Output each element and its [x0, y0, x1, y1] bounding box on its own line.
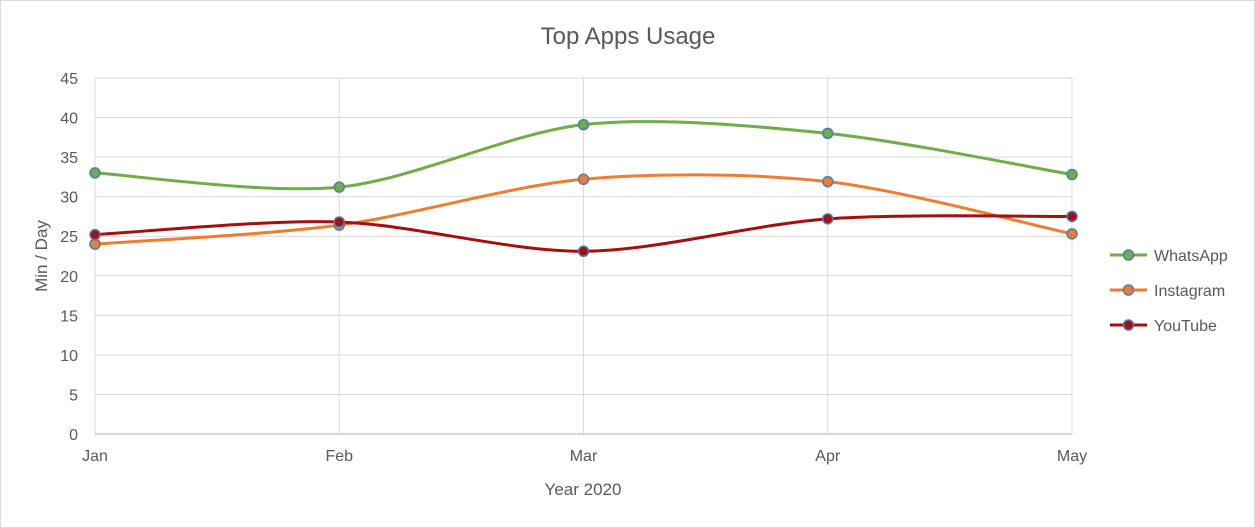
legend-item: YouTube — [1110, 318, 1217, 335]
y-tick-label: 30 — [60, 190, 78, 207]
y-tick-label: 40 — [60, 111, 78, 128]
x-axis-ticks: Jan Feb Mar Apr May — [82, 448, 1087, 465]
x-tick-label: Apr — [815, 448, 841, 465]
data-point — [1066, 168, 1078, 181]
series-group — [89, 118, 1078, 258]
data-point — [822, 175, 834, 188]
y-tick-label: 0 — [69, 427, 78, 444]
x-tick-label: Mar — [570, 448, 598, 465]
data-point — [822, 213, 834, 225]
x-tick-label: May — [1057, 448, 1087, 465]
data-point — [333, 216, 345, 228]
data-point — [577, 245, 590, 258]
series-youtube — [89, 210, 1078, 258]
legend-marker — [1122, 249, 1135, 261]
series-whatsapp — [89, 118, 1078, 193]
legend: WhatsApp Instagram YouTube — [1110, 248, 1228, 335]
data-point — [1066, 228, 1078, 240]
legend-item: Instagram — [1110, 283, 1225, 300]
y-tick-label: 35 — [60, 150, 78, 167]
x-tick-label: Jan — [82, 448, 108, 465]
data-point — [89, 238, 101, 250]
data-point — [89, 167, 101, 179]
data-point — [822, 127, 834, 140]
legend-marker — [1122, 284, 1135, 296]
data-point — [577, 118, 590, 131]
chart-title: Top Apps Usage — [541, 23, 716, 50]
y-tick-label: 10 — [60, 348, 78, 365]
y-tick-label: 20 — [60, 269, 78, 286]
y-tick-label: 15 — [60, 308, 78, 325]
x-axis-title: Year 2020 — [545, 480, 622, 499]
legend-label: YouTube — [1154, 318, 1217, 335]
legend-item: WhatsApp — [1110, 248, 1228, 265]
legend-marker — [1122, 319, 1135, 331]
y-tick-label: 25 — [60, 229, 78, 246]
y-tick-label: 45 — [60, 71, 78, 88]
legend-label: WhatsApp — [1154, 248, 1228, 265]
x-tick-label: Feb — [325, 448, 353, 465]
data-point — [1066, 210, 1078, 223]
y-tick-label: 5 — [69, 387, 78, 404]
y-axis-ticks: 0 5 10 15 20 25 30 35 40 45 — [60, 71, 78, 444]
legend-label: Instagram — [1154, 283, 1225, 300]
data-point — [333, 181, 345, 193]
y-axis-title: Min / Day — [32, 220, 51, 292]
data-point — [89, 228, 101, 241]
data-point — [577, 173, 590, 186]
